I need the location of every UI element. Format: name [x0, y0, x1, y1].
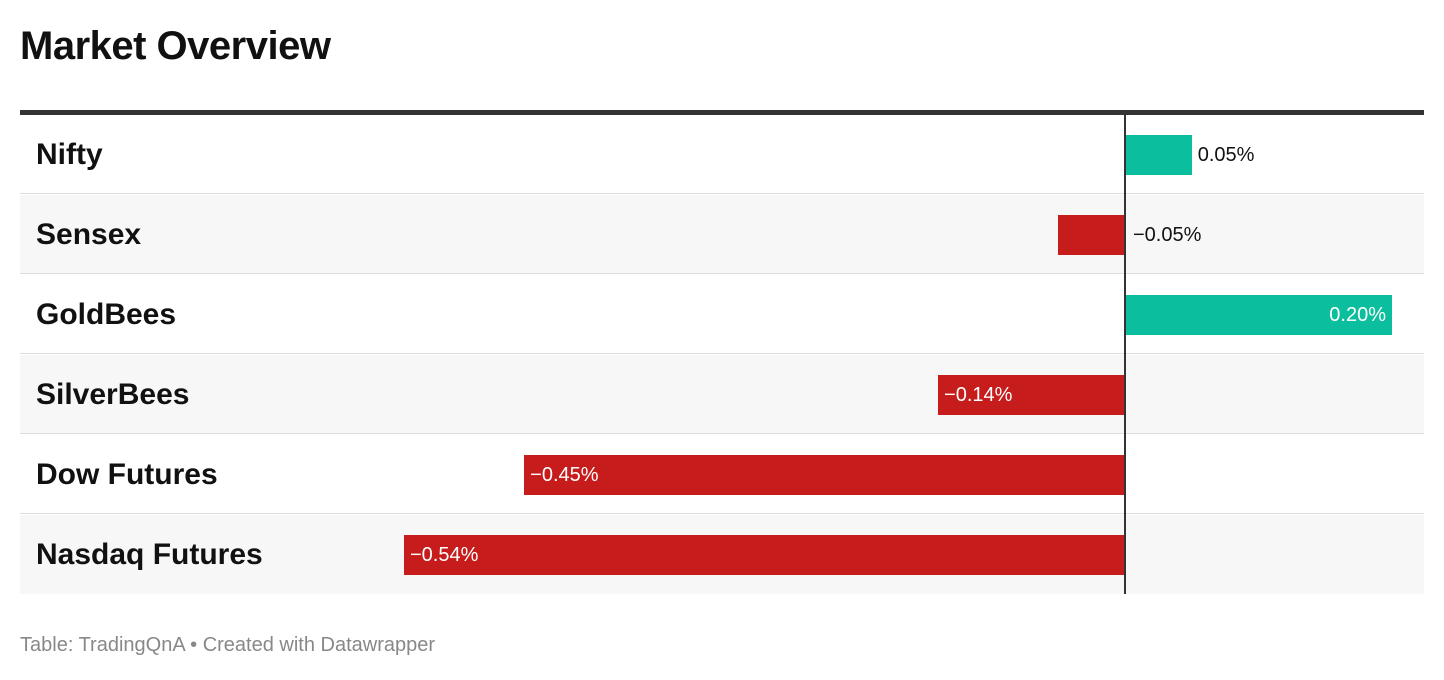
row-label: Nifty: [36, 138, 103, 171]
bar-value-label: −0.05%: [1132, 224, 1202, 246]
row-label: Dow Futures: [36, 458, 218, 491]
bar: [1058, 215, 1125, 255]
chart-title: Market Overview: [20, 24, 331, 68]
bar: [524, 455, 1125, 495]
bar-value-label: −0.45%: [530, 464, 599, 486]
table-row: Dow Futures −0.45%: [20, 435, 1424, 514]
bar-value-label: −0.14%: [944, 384, 1013, 406]
row-label: Sensex: [36, 218, 142, 251]
table-row: SilverBees −0.14%: [20, 355, 1424, 434]
footer-source: Table: TradingQnA: [20, 634, 185, 656]
bar-value-label: 0.20%: [1329, 304, 1386, 326]
footer: Table: TradingQnA • Created with Datawra…: [20, 634, 435, 657]
footer-credit: Created with Datawrapper: [202, 634, 436, 656]
row-label: GoldBees: [36, 298, 177, 331]
bar: [938, 375, 1125, 415]
bar: [1124, 295, 1392, 335]
table-row: Nifty 0.05%: [20, 115, 1424, 194]
bar-value-label: 0.05%: [1197, 144, 1255, 166]
row-label: Nasdaq Futures: [36, 538, 263, 571]
table-row: GoldBees 0.20%: [20, 275, 1424, 354]
table-row: Sensex −0.05%: [20, 195, 1424, 274]
bar: [404, 535, 1125, 575]
row-label: SilverBees: [36, 378, 190, 411]
table-row: Nasdaq Futures −0.54%: [20, 515, 1424, 594]
zero-axis-line: [1123, 115, 1126, 594]
bar-value-label: −0.54%: [410, 544, 479, 566]
bar: [1124, 135, 1192, 175]
footer-separator: •: [190, 634, 198, 656]
bar-table: Nifty 0.05% Sensex −0.05% GoldBees 0.20% Silve…: [20, 110, 1424, 594]
